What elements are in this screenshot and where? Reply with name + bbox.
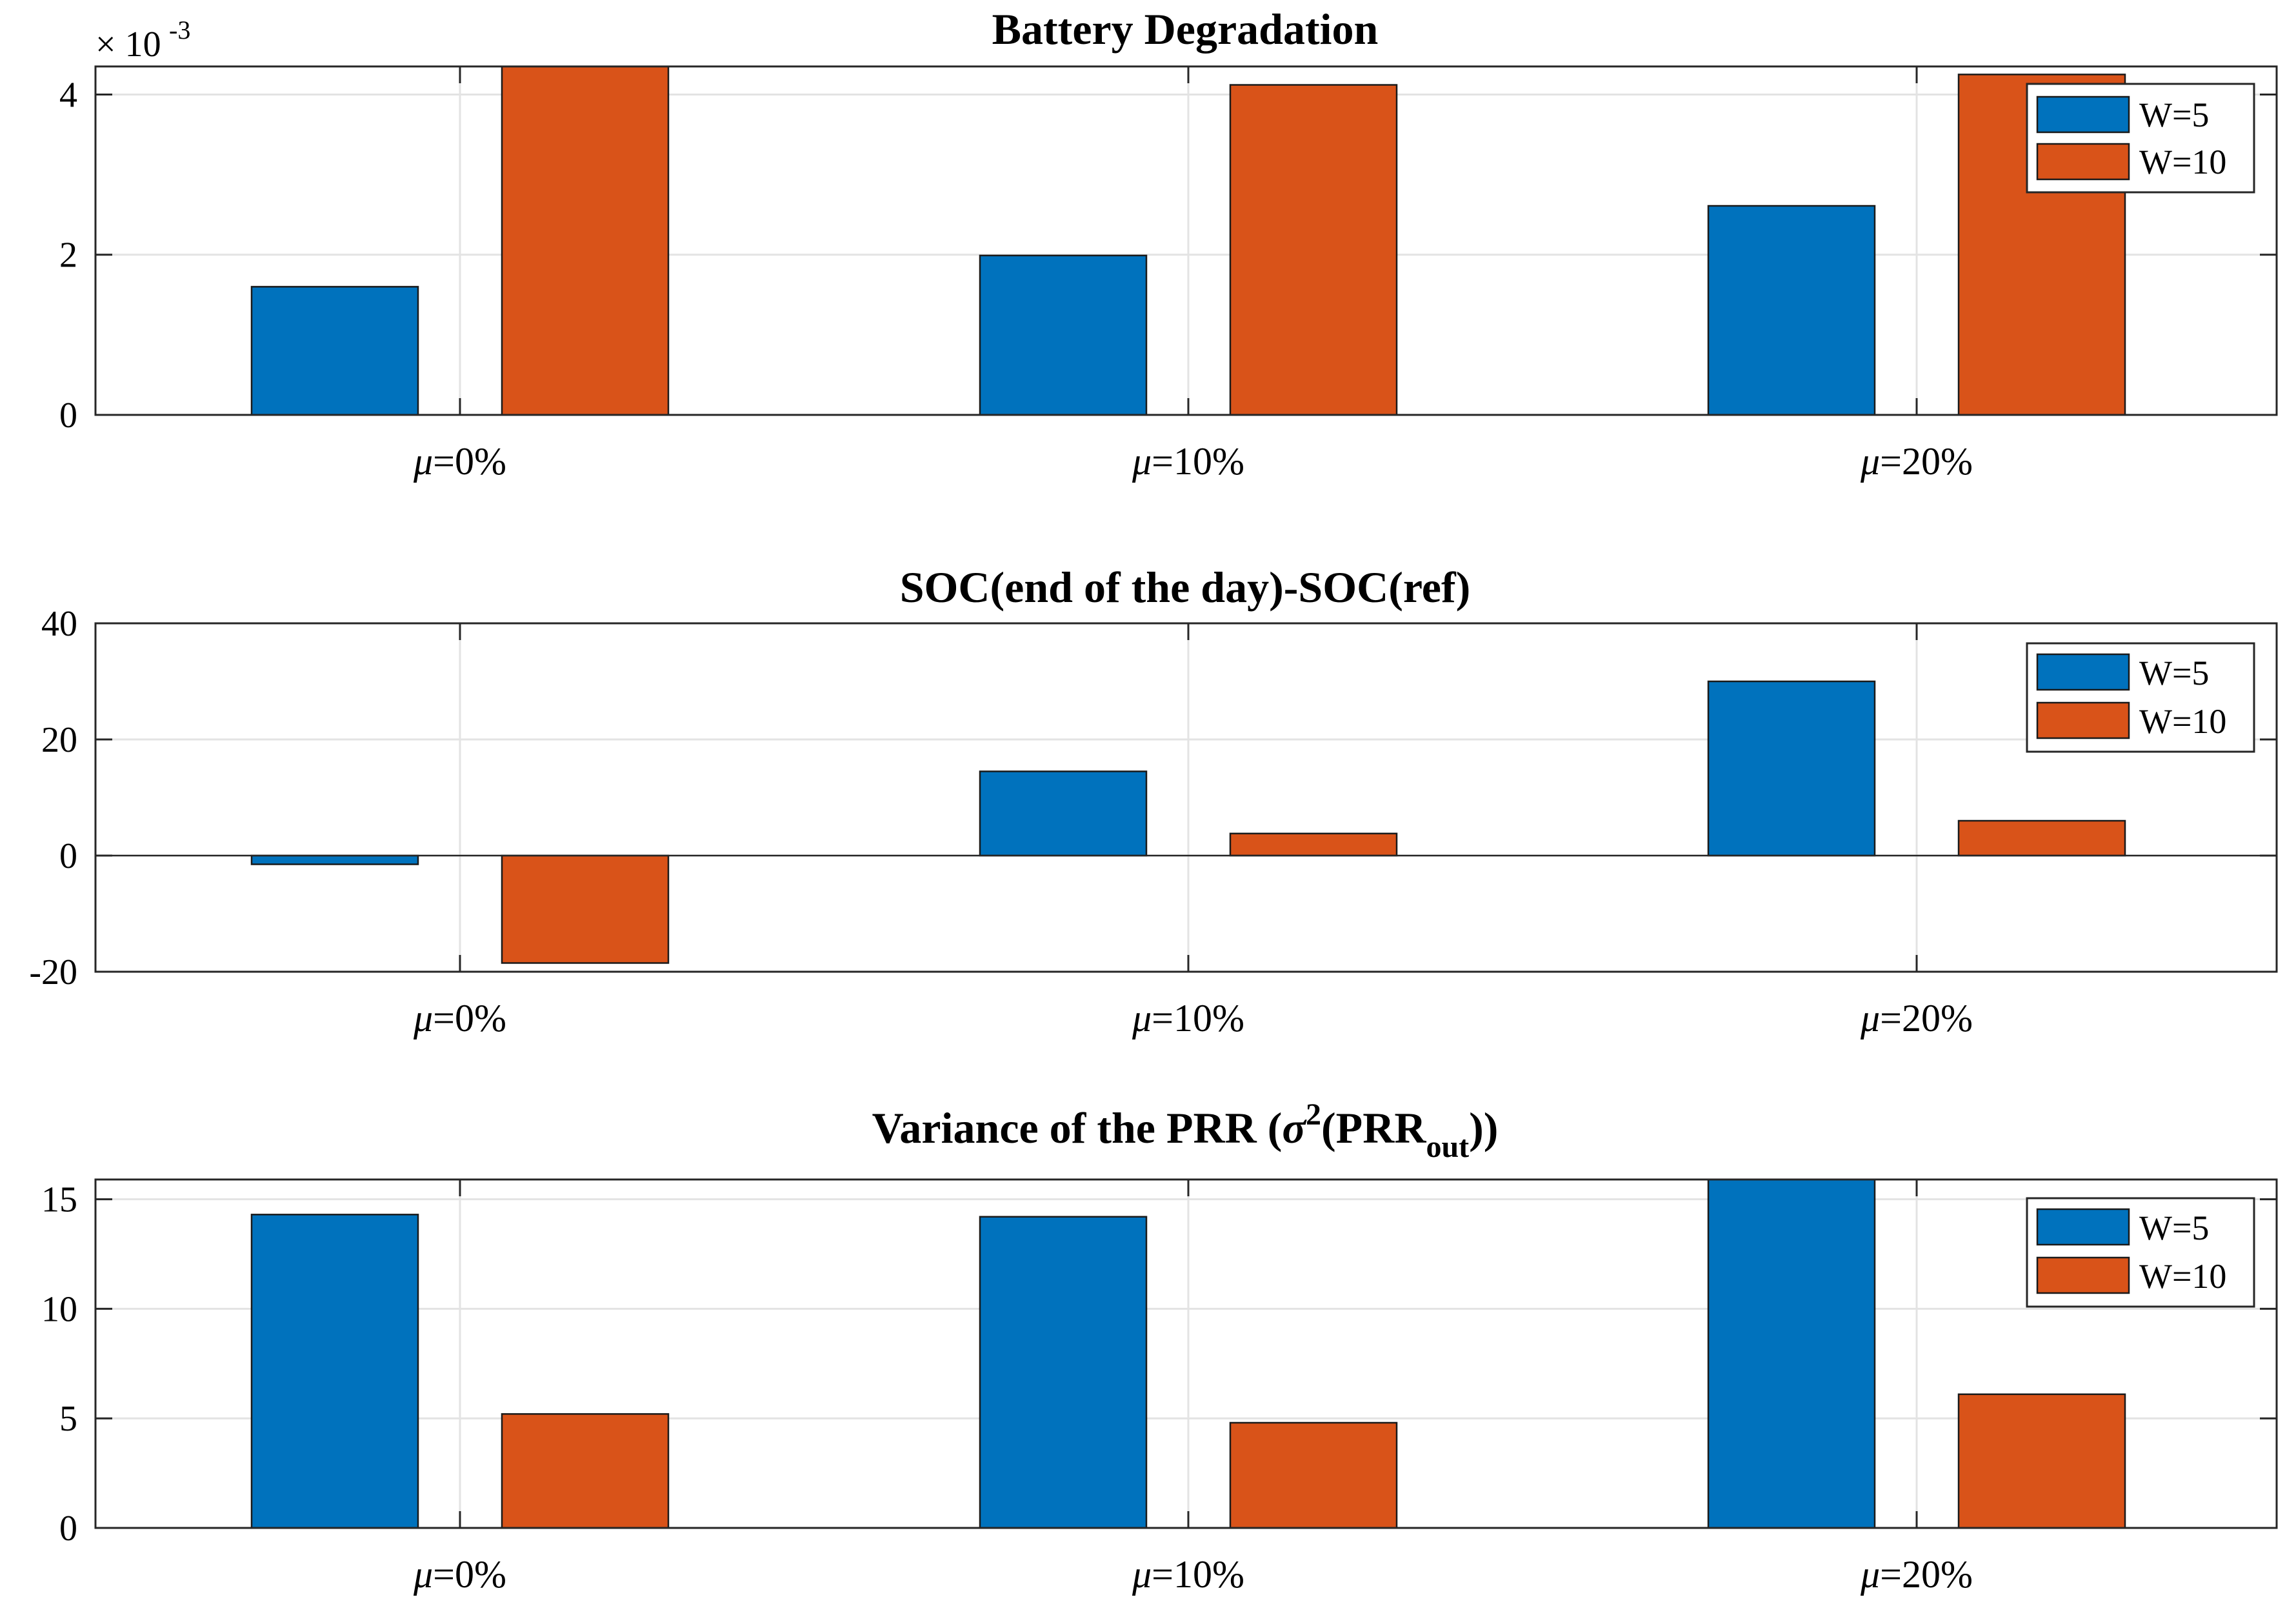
bar-w5-1 — [979, 254, 1148, 416]
legend-label-w10: W=10 — [2139, 143, 2226, 181]
legend-swatch-w5 — [2036, 95, 2130, 134]
y-tick-label: 0 — [59, 396, 77, 436]
y-tick-label: 2 — [59, 236, 77, 276]
bar-w5-1 — [979, 770, 1148, 857]
grid — [95, 66, 2277, 416]
x-tick-label: μ=20% — [1860, 997, 1973, 1039]
grid — [95, 622, 2277, 973]
y-tick-label: 15 — [41, 1180, 77, 1220]
axes-frame — [94, 65, 2278, 416]
bar-w5-2 — [1707, 205, 1876, 416]
x-tick-label: μ=20% — [1860, 1553, 1973, 1596]
exponent-power: -3 — [169, 15, 190, 45]
legend-label-w10: W=10 — [2139, 702, 2226, 741]
title-sigma: σ — [1282, 1103, 1307, 1152]
bar-w5-0 — [250, 1214, 419, 1529]
legend-label-w5: W=5 — [2139, 654, 2209, 692]
legend-swatch-w5 — [2036, 653, 2130, 691]
x-tick-labels: μ=0% μ=10% μ=20% — [413, 440, 1973, 483]
title-main: Variance of the PRR ( — [872, 1103, 1283, 1152]
x-tick-label: μ=10% — [1132, 440, 1244, 483]
panel-variance-prr: Variance of the PRR (σ2(PRRout)) 051015 … — [41, 1098, 2278, 1596]
bar-w5-2 — [1707, 680, 1876, 857]
y-tick-labels: -20 0 20 40 — [29, 604, 77, 992]
y-tick-label: -20 — [29, 952, 77, 992]
bar-w10-2 — [1957, 819, 2126, 857]
x-tick-label: μ=0% — [413, 1553, 506, 1596]
legend-label-w10: W=10 — [2139, 1257, 2226, 1296]
legend: W=5 W=10 — [2026, 1197, 2255, 1308]
bar-w10-1 — [1229, 832, 1398, 857]
bar-w5-2 — [1707, 1178, 1876, 1529]
chart-title: Battery Degradation — [992, 5, 1379, 54]
title-paren: (PRR — [1321, 1103, 1426, 1152]
title-subscript: out — [1426, 1130, 1469, 1164]
title-superscript: 2 — [1306, 1098, 1321, 1132]
y-tick-labels: 0 2 4 — [59, 75, 77, 436]
x-tick-label: μ=0% — [413, 440, 506, 483]
legend-label-w5: W=5 — [2139, 1209, 2209, 1247]
legend: W=5 W=10 — [2026, 83, 2255, 194]
x-tick-label: μ=10% — [1132, 997, 1244, 1039]
bar-w10-1 — [1229, 1421, 1398, 1529]
y-tick-label: 0 — [59, 836, 77, 876]
legend-swatch-w10 — [2036, 143, 2130, 181]
bar-w5-1 — [979, 1216, 1148, 1529]
grid — [95, 1179, 2277, 1529]
bar-w10-0 — [501, 65, 670, 416]
x-tick-label: μ=0% — [413, 997, 506, 1039]
legend-swatch-w5 — [2036, 1208, 2130, 1246]
bar-w10-1 — [1229, 84, 1398, 416]
panel-soc: SOC(end of the day)-SOC(ref) -20 0 20 40 μ=… — [29, 563, 2278, 1039]
title-close: )) — [1469, 1103, 1498, 1152]
y-tick-label: 5 — [59, 1399, 77, 1439]
x-tick-label: μ=20% — [1860, 440, 1973, 483]
y-tick-label: 20 — [41, 720, 77, 760]
axes-frame — [94, 1178, 2278, 1529]
bar-w5-0 — [250, 854, 419, 865]
panel-battery-degradation: Battery Degradation × 10 -3 0 2 4 μ=0% μ=10… — [59, 5, 2278, 483]
y-tick-label: 10 — [41, 1289, 77, 1329]
exponent-label: × 10 -3 — [95, 15, 190, 65]
y-tick-label: 4 — [59, 75, 77, 115]
legend-swatch-w10 — [2036, 1256, 2130, 1294]
x-tick-label: μ=10% — [1132, 1553, 1244, 1596]
x-tick-labels: μ=0% μ=10% μ=20% — [413, 1553, 1973, 1596]
bar-w10-0 — [501, 854, 670, 964]
exponent-base: × 10 — [95, 25, 161, 65]
bar-w10-2 — [1957, 1393, 2126, 1529]
axes-frame — [94, 622, 2278, 973]
y-tick-label: 40 — [41, 604, 77, 644]
legend-label-w5: W=5 — [2139, 95, 2209, 134]
chart-title: SOC(end of the day)-SOC(ref) — [900, 563, 1471, 612]
y-tick-label: 0 — [59, 1509, 77, 1549]
bar-w5-0 — [250, 286, 419, 416]
bar-w10-0 — [501, 1413, 670, 1529]
y-tick-labels: 0 5 10 15 — [41, 1180, 77, 1549]
legend: W=5 W=10 — [2026, 642, 2255, 753]
bars — [250, 680, 2126, 964]
x-tick-labels: μ=0% μ=10% μ=20% — [413, 997, 1973, 1039]
chart-title: Variance of the PRR (σ2(PRRout)) — [872, 1098, 1499, 1164]
legend-swatch-w10 — [2036, 701, 2130, 739]
